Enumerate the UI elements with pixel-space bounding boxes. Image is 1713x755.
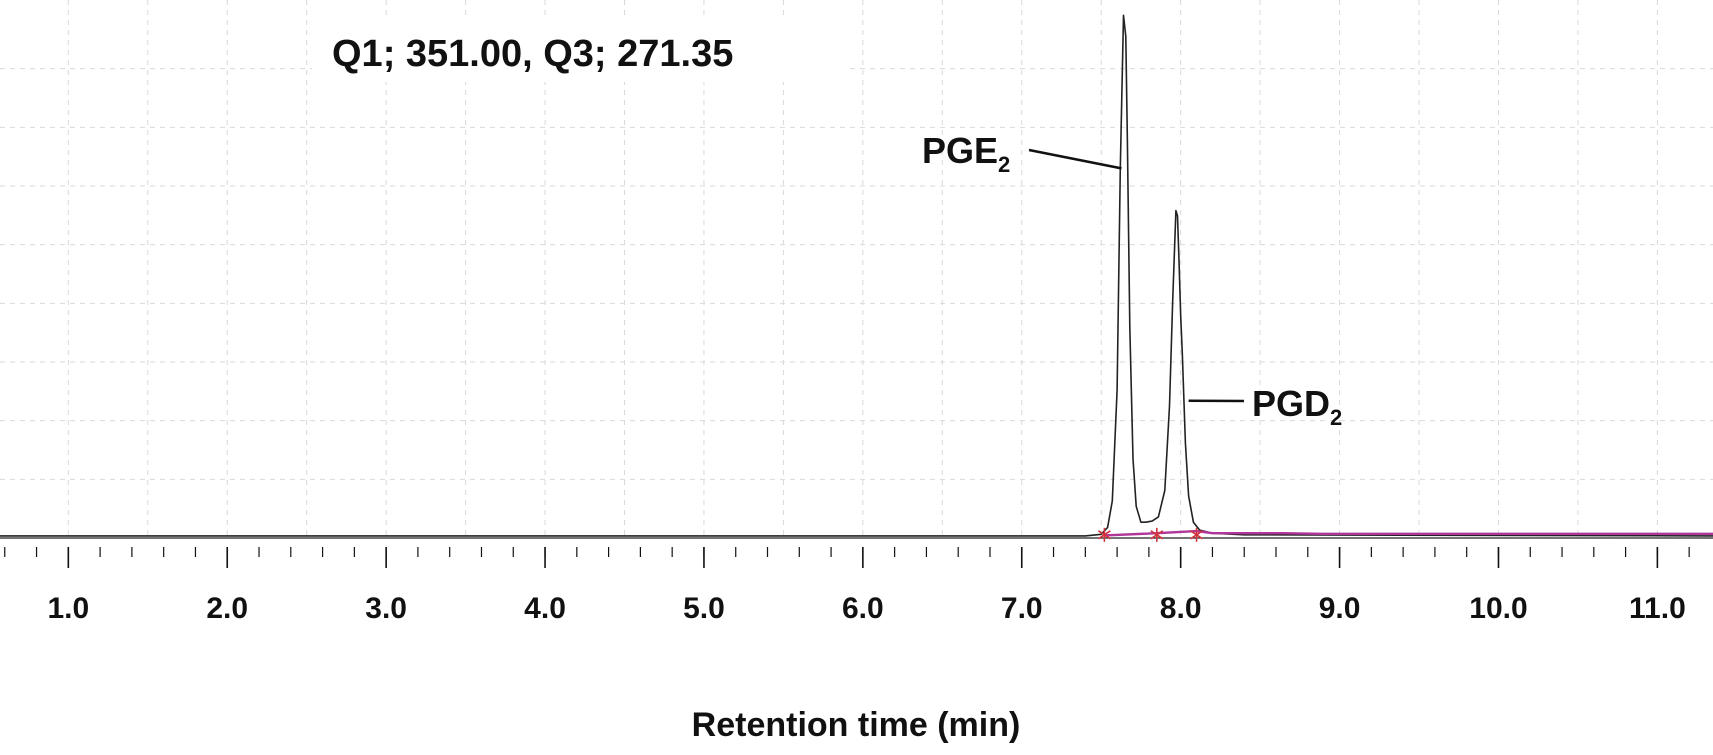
integration-marks [1097,527,1204,542]
integration-mark-stroke [1150,530,1164,540]
minor-ticks [4,547,1690,557]
signal-trace [0,14,1713,537]
series-group [0,14,1713,537]
integration-mark-stroke [1097,530,1111,540]
x-tick-label: 4.0 [524,592,566,625]
x-tick-label: 7.0 [1001,592,1043,625]
chart-title: Q1; 351.00, Q3; 271.35 [332,33,733,75]
peak-label-pgd2-subscript: 2 [1330,405,1342,430]
major-ticks [67,547,1659,568]
x-tick-labels: 1.0 2.0 3.0 4.0 5.0 6.0 7.0 8.0 9.0 10.0 11.0 [47,592,1685,625]
x-tick-label: 1.0 [47,592,89,625]
integration-baseline-trace [1104,529,1713,537]
x-tick-label: 10.0 [1469,592,1527,625]
integration-mark [1097,527,1111,542]
x-tick-label: 9.0 [1319,592,1361,625]
grid [0,0,1713,539]
integration-mark-stroke [1190,530,1204,540]
x-tick-label: 6.0 [842,592,884,625]
x-axis-label: Retention time (min) [692,706,1021,744]
title-background [312,18,850,82]
x-tick-label: 5.0 [683,592,725,625]
integration-mark [1190,527,1204,542]
peak-label-leader-pge2 [1028,148,1122,170]
peak-label-pge2-subscript: 2 [998,152,1010,177]
peak-label-pgd2-name: PGD [1252,383,1330,424]
x-tick-label: 3.0 [365,592,407,625]
peak-label-pge2: PGE2 [922,130,1010,177]
peak-label-pge2-name: PGE [922,130,998,171]
x-tick-label: 2.0 [206,592,248,625]
integration-mark [1150,527,1164,542]
peak-label-pgd2: PGD2 [1252,383,1342,430]
x-tick-label: 8.0 [1160,592,1202,625]
x-tick-label: 11.0 [1629,592,1686,625]
